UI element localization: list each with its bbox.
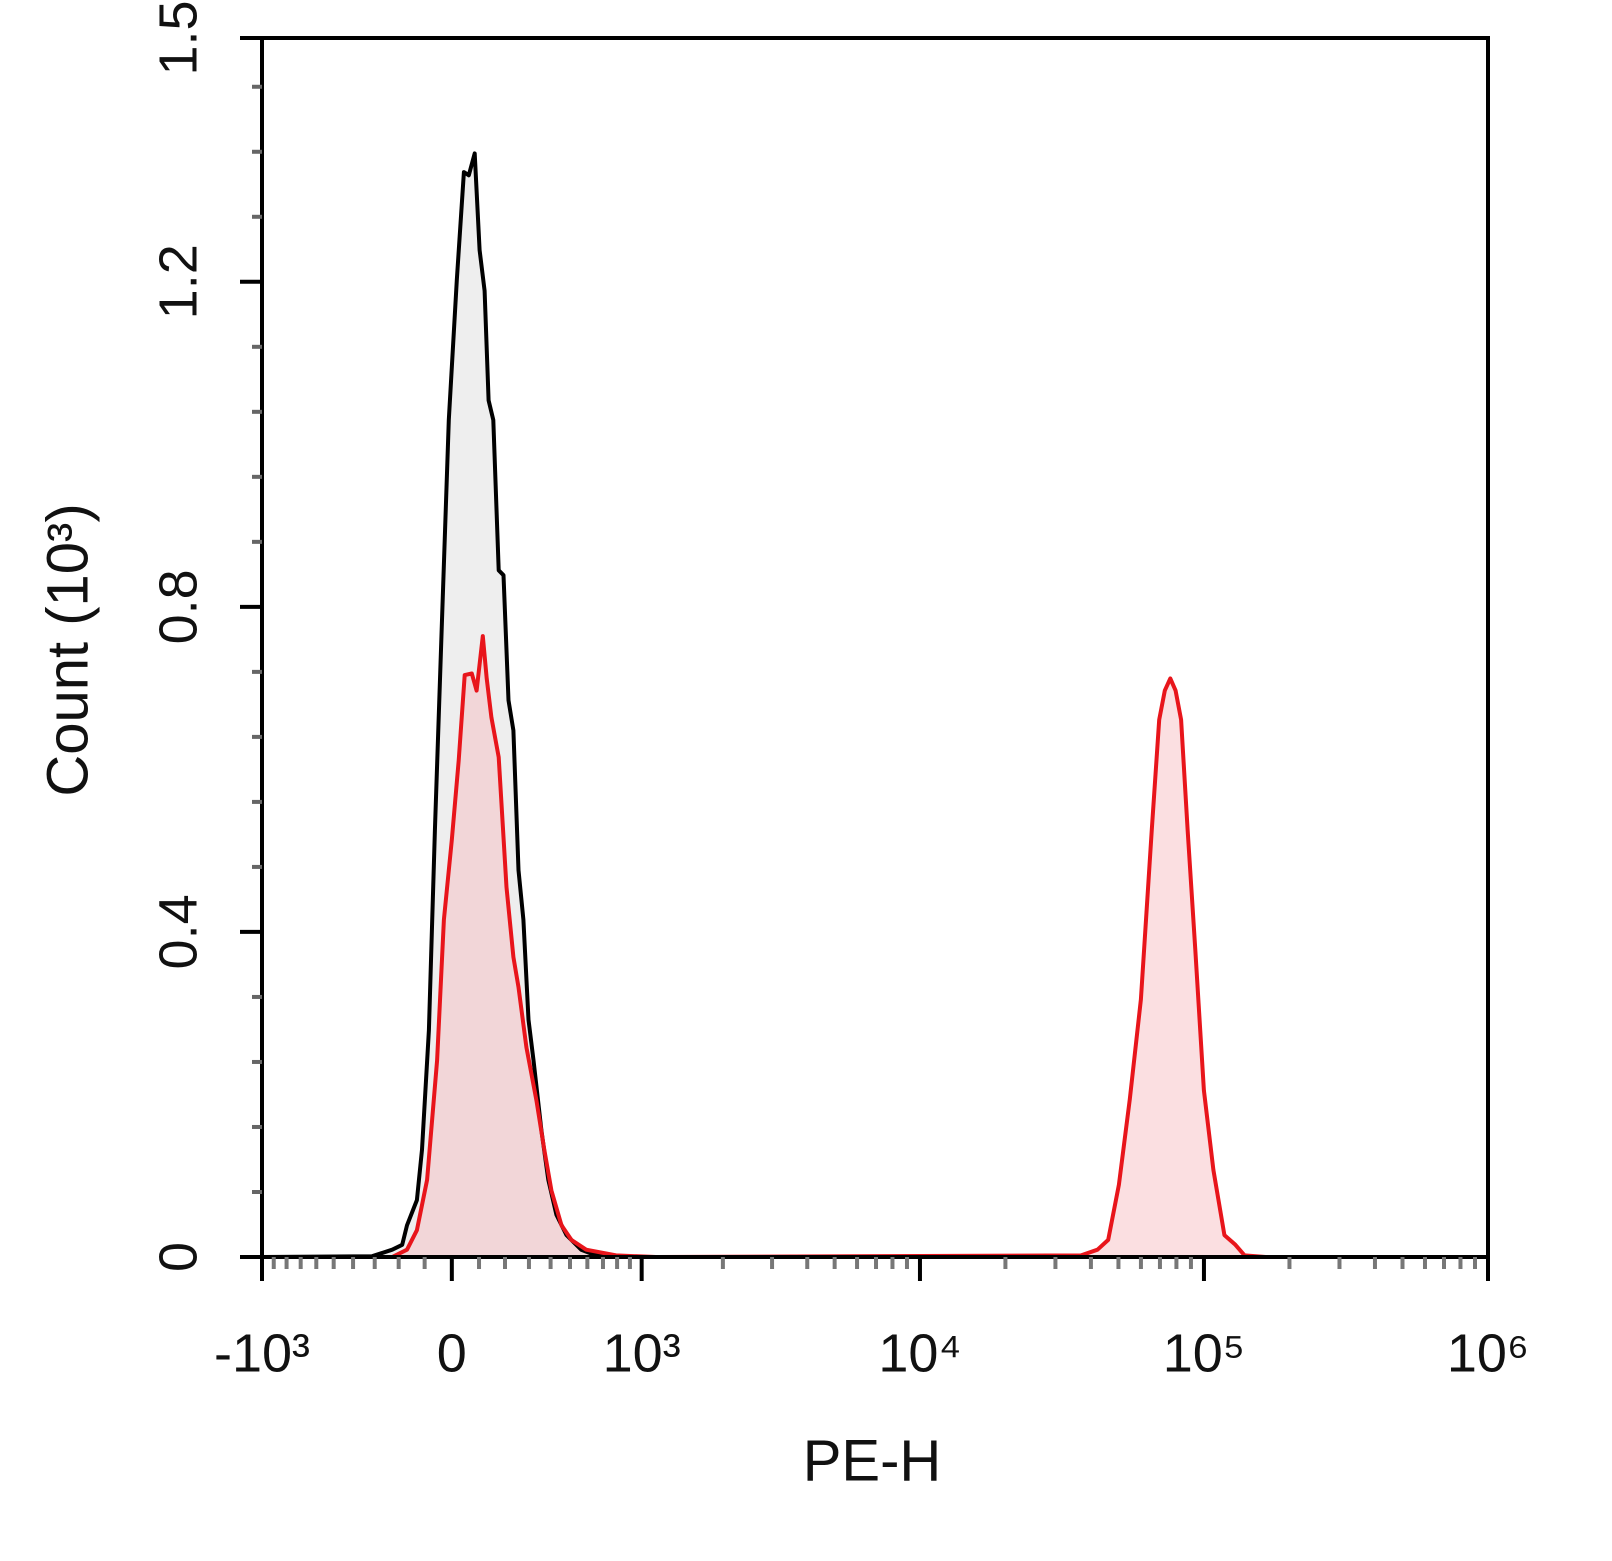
y-tick-label: 0.4 (148, 894, 208, 969)
histogram-area (262, 153, 1488, 1257)
y-tick-label: 0.8 (148, 569, 208, 644)
y-tick-label: 1.5 (148, 0, 208, 75)
x-tick-label: 0 (437, 1323, 467, 1383)
histogram-area (262, 636, 1488, 1257)
x-axis-label: PE-H (803, 1428, 942, 1493)
y-tick-label: 0 (148, 1242, 208, 1272)
y-tick-label: 1.2 (148, 244, 208, 319)
y-axis-label: Count (10³) (35, 503, 100, 796)
x-tick-label: 10⁴ (878, 1323, 961, 1383)
x-tick-label: 10⁶ (1447, 1323, 1529, 1383)
x-tick-label: -10³ (214, 1323, 310, 1383)
x-tick-label: 10³ (603, 1323, 681, 1383)
x-tick-label: 10⁵ (1163, 1323, 1245, 1383)
histogram-line (262, 634, 1488, 1259)
